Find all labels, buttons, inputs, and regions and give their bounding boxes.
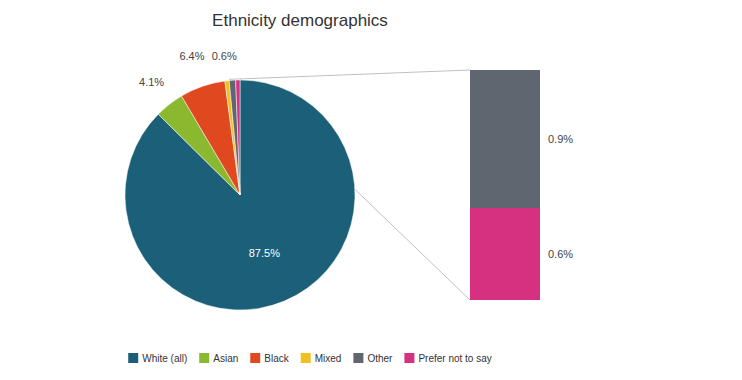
legend-label: Other: [367, 353, 393, 364]
pie: 87.5% 4.1% 6.4% 0.6%: [125, 50, 355, 310]
legend-swatch: [128, 353, 138, 363]
data-label: 0.6%: [212, 50, 237, 62]
pie-slice: [125, 80, 355, 310]
legend-label: Asian: [213, 353, 238, 364]
legend-swatch: [199, 353, 209, 363]
pie-slice: [182, 81, 240, 195]
legend-item: White (all): [128, 353, 187, 364]
legend-item: Other: [353, 353, 393, 364]
data-label: 4.1%: [139, 76, 164, 88]
legend-label: White (all): [142, 353, 187, 364]
connector-line: [229, 70, 470, 79]
chart: Ethnicity demographics87.5%4.1%6.4%0.6%0…: [0, 0, 742, 380]
title: Ethnicity demographics: [212, 11, 388, 30]
breakout-bar: 0.6% 0.9%: [470, 70, 573, 300]
background: [0, 0, 742, 380]
data-label: 87.5%: [249, 247, 280, 259]
data-label: 0.6%: [548, 248, 573, 260]
legend-swatch: [250, 353, 260, 363]
legend-label: Mixed: [315, 353, 342, 364]
legend-swatch: [301, 353, 311, 363]
legend-item: Prefer not to say: [404, 353, 491, 364]
bar-segment: [470, 70, 540, 208]
legend-swatch: [353, 353, 363, 363]
legend-label: Black: [264, 353, 289, 364]
data-label: 0.9%: [548, 133, 573, 145]
legend-item: Black: [250, 353, 289, 364]
data-label: 6.4%: [179, 50, 204, 62]
legend: White (all) Asian Black Mixed Other Prefer no…: [128, 353, 492, 364]
bar-segment: [470, 208, 540, 300]
legend-item: Mixed: [301, 353, 342, 364]
pie-slice: [225, 81, 240, 195]
legend-label: Prefer not to say: [418, 353, 491, 364]
pie-slice: [229, 80, 240, 195]
pie-slice: [236, 80, 240, 195]
legend-swatch: [404, 353, 414, 363]
legend-item: Asian: [199, 353, 238, 364]
